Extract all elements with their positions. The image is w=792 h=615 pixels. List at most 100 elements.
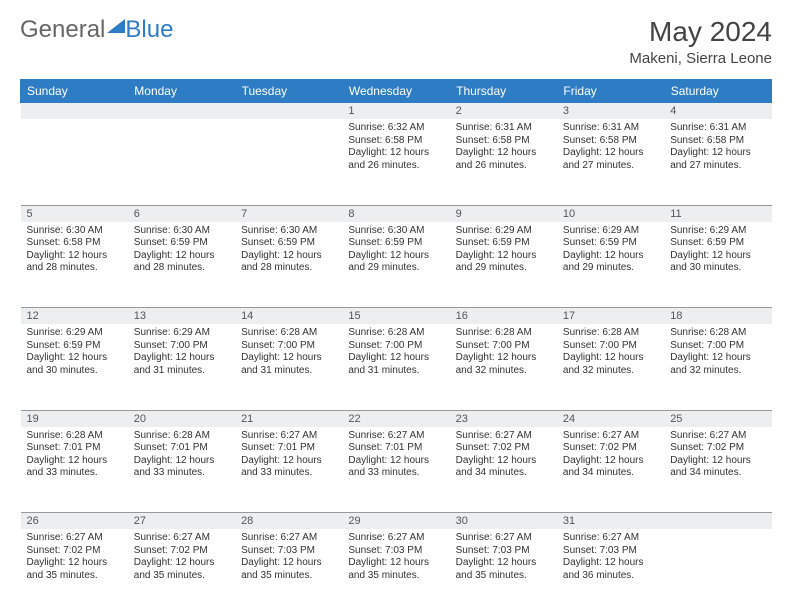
day-content-cell: Sunrise: 6:27 AMSunset: 7:03 PMDaylight:… [342, 529, 449, 615]
sunset-line: Sunset: 7:03 PM [563, 545, 658, 558]
day-content-cell: Sunrise: 6:29 AMSunset: 6:59 PMDaylight:… [21, 324, 128, 410]
sunrise-line: Sunrise: 6:29 AM [134, 327, 229, 340]
weekday-header-tuesday: Tuesday [235, 80, 342, 103]
daylight-line: Daylight: 12 hours and 33 minutes. [27, 455, 122, 480]
sunrise-line: Sunrise: 6:31 AM [456, 122, 551, 135]
day-content-cell: Sunrise: 6:28 AMSunset: 7:00 PMDaylight:… [450, 324, 557, 410]
day-number-cell: 21 [235, 410, 342, 427]
day-number-cell [664, 513, 771, 530]
day-number-cell: 15 [342, 308, 449, 325]
day-number-cell: 27 [128, 513, 235, 530]
daylight-line: Daylight: 12 hours and 33 minutes. [241, 455, 336, 480]
daylight-line: Daylight: 12 hours and 26 minutes. [348, 147, 443, 172]
day-content-cell: Sunrise: 6:29 AMSunset: 6:59 PMDaylight:… [664, 222, 771, 308]
day-number-cell: 25 [664, 410, 771, 427]
week-3-daynum-row: 19202122232425 [21, 410, 772, 427]
daylight-line: Daylight: 12 hours and 31 minutes. [241, 352, 336, 377]
day-number-cell [21, 103, 128, 120]
sunrise-line: Sunrise: 6:29 AM [456, 225, 551, 238]
sunrise-line: Sunrise: 6:28 AM [241, 327, 336, 340]
day-content-cell: Sunrise: 6:28 AMSunset: 7:01 PMDaylight:… [128, 427, 235, 513]
daylight-line: Daylight: 12 hours and 33 minutes. [134, 455, 229, 480]
day-content-cell: Sunrise: 6:27 AMSunset: 7:02 PMDaylight:… [450, 427, 557, 513]
day-content-cell: Sunrise: 6:29 AMSunset: 7:00 PMDaylight:… [128, 324, 235, 410]
daylight-line: Daylight: 12 hours and 27 minutes. [563, 147, 658, 172]
day-number-cell: 14 [235, 308, 342, 325]
daylight-line: Daylight: 12 hours and 28 minutes. [27, 250, 122, 275]
day-number-cell: 18 [664, 308, 771, 325]
weekday-header-wednesday: Wednesday [342, 80, 449, 103]
sunset-line: Sunset: 7:02 PM [134, 545, 229, 558]
week-2-content-row: Sunrise: 6:29 AMSunset: 6:59 PMDaylight:… [21, 324, 772, 410]
sunrise-line: Sunrise: 6:27 AM [348, 430, 443, 443]
daylight-line: Daylight: 12 hours and 36 minutes. [563, 557, 658, 582]
daylight-line: Daylight: 12 hours and 28 minutes. [241, 250, 336, 275]
daylight-line: Daylight: 12 hours and 35 minutes. [348, 557, 443, 582]
daylight-line: Daylight: 12 hours and 35 minutes. [27, 557, 122, 582]
sunset-line: Sunset: 6:58 PM [563, 135, 658, 148]
sunrise-line: Sunrise: 6:27 AM [241, 532, 336, 545]
sunrise-line: Sunrise: 6:28 AM [456, 327, 551, 340]
day-number-cell: 29 [342, 513, 449, 530]
weekday-header-monday: Monday [128, 80, 235, 103]
calendar-weekday-header: SundayMondayTuesdayWednesdayThursdayFrid… [21, 80, 772, 103]
sunrise-line: Sunrise: 6:27 AM [563, 430, 658, 443]
day-content-cell [235, 119, 342, 205]
sunset-line: Sunset: 7:01 PM [27, 442, 122, 455]
sunset-line: Sunset: 7:02 PM [563, 442, 658, 455]
day-number-cell: 10 [557, 205, 664, 222]
week-0-daynum-row: 1234 [21, 103, 772, 120]
day-number-cell [128, 103, 235, 120]
day-number-cell: 8 [342, 205, 449, 222]
day-content-cell: Sunrise: 6:28 AMSunset: 7:00 PMDaylight:… [557, 324, 664, 410]
daylight-line: Daylight: 12 hours and 26 minutes. [456, 147, 551, 172]
sunset-line: Sunset: 6:59 PM [27, 340, 122, 353]
daylight-line: Daylight: 12 hours and 32 minutes. [670, 352, 765, 377]
daylight-line: Daylight: 12 hours and 29 minutes. [456, 250, 551, 275]
sunset-line: Sunset: 6:59 PM [241, 237, 336, 250]
day-number-cell: 19 [21, 410, 128, 427]
sunrise-line: Sunrise: 6:30 AM [27, 225, 122, 238]
daylight-line: Daylight: 12 hours and 32 minutes. [563, 352, 658, 377]
day-content-cell: Sunrise: 6:32 AMSunset: 6:58 PMDaylight:… [342, 119, 449, 205]
weekday-header-thursday: Thursday [450, 80, 557, 103]
sunset-line: Sunset: 7:00 PM [134, 340, 229, 353]
sunrise-line: Sunrise: 6:29 AM [563, 225, 658, 238]
logo-text-blue: Blue [125, 16, 173, 44]
day-number-cell: 23 [450, 410, 557, 427]
sunrise-line: Sunrise: 6:32 AM [348, 122, 443, 135]
sunset-line: Sunset: 6:58 PM [456, 135, 551, 148]
month-title: May 2024 [629, 16, 772, 48]
week-0-content-row: Sunrise: 6:32 AMSunset: 6:58 PMDaylight:… [21, 119, 772, 205]
day-content-cell: Sunrise: 6:27 AMSunset: 7:03 PMDaylight:… [557, 529, 664, 615]
day-content-cell: Sunrise: 6:27 AMSunset: 7:01 PMDaylight:… [235, 427, 342, 513]
day-content-cell: Sunrise: 6:30 AMSunset: 6:58 PMDaylight:… [21, 222, 128, 308]
sunrise-line: Sunrise: 6:31 AM [563, 122, 658, 135]
day-number-cell: 26 [21, 513, 128, 530]
sunrise-line: Sunrise: 6:28 AM [348, 327, 443, 340]
daylight-line: Daylight: 12 hours and 32 minutes. [456, 352, 551, 377]
sunrise-line: Sunrise: 6:27 AM [456, 430, 551, 443]
day-content-cell [21, 119, 128, 205]
day-number-cell: 30 [450, 513, 557, 530]
day-number-cell: 13 [128, 308, 235, 325]
sunrise-line: Sunrise: 6:30 AM [134, 225, 229, 238]
daylight-line: Daylight: 12 hours and 34 minutes. [563, 455, 658, 480]
day-number-cell: 11 [664, 205, 771, 222]
sunset-line: Sunset: 7:01 PM [134, 442, 229, 455]
daylight-line: Daylight: 12 hours and 27 minutes. [670, 147, 765, 172]
sunrise-line: Sunrise: 6:29 AM [27, 327, 122, 340]
day-content-cell: Sunrise: 6:27 AMSunset: 7:03 PMDaylight:… [450, 529, 557, 615]
sunrise-line: Sunrise: 6:30 AM [241, 225, 336, 238]
sunrise-line: Sunrise: 6:28 AM [27, 430, 122, 443]
week-1-content-row: Sunrise: 6:30 AMSunset: 6:58 PMDaylight:… [21, 222, 772, 308]
day-content-cell: Sunrise: 6:27 AMSunset: 7:01 PMDaylight:… [342, 427, 449, 513]
sunset-line: Sunset: 6:58 PM [27, 237, 122, 250]
sunrise-line: Sunrise: 6:27 AM [241, 430, 336, 443]
logo-text-general: General [20, 16, 105, 44]
day-content-cell: Sunrise: 6:31 AMSunset: 6:58 PMDaylight:… [557, 119, 664, 205]
sunrise-line: Sunrise: 6:27 AM [134, 532, 229, 545]
sunset-line: Sunset: 7:02 PM [456, 442, 551, 455]
day-number-cell: 24 [557, 410, 664, 427]
daylight-line: Daylight: 12 hours and 30 minutes. [27, 352, 122, 377]
